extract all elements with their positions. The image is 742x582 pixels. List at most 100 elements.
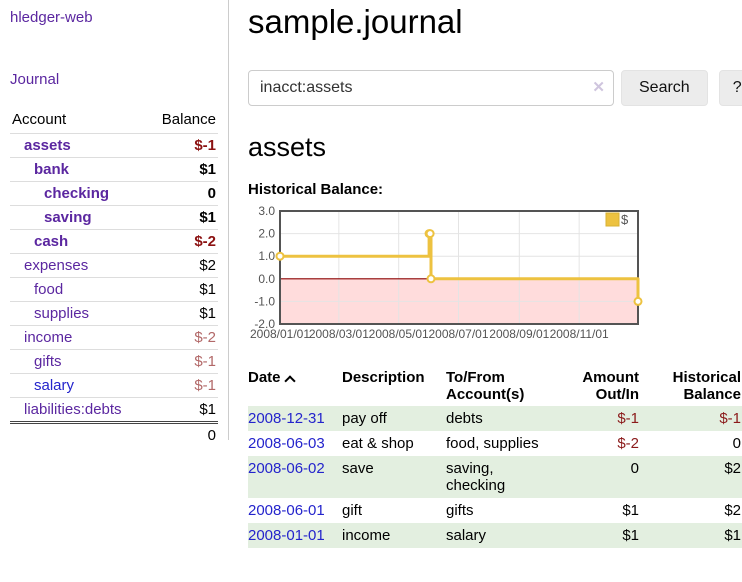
account-balance: $1	[146, 205, 218, 230]
y-tick-label: -1.0	[254, 294, 275, 308]
account-row: liabilities:debts $1	[10, 397, 218, 423]
transaction-amount: $-1	[617, 410, 639, 427]
register-header-balance: Historical Balance	[672, 369, 741, 403]
account-heading: assets	[248, 132, 327, 162]
transaction-date-link[interactable]: 2008-06-03	[248, 435, 325, 452]
account-balance: $1	[146, 157, 218, 182]
account-link-saving[interactable]: saving	[44, 209, 92, 226]
register-header-amount: Amount Out/In	[582, 369, 639, 403]
register-row: 2008-06-03 eat & shop food, supplies $-2…	[248, 431, 742, 456]
transaction-amount: $1	[622, 502, 639, 519]
transaction-accounts: gifts	[446, 502, 474, 519]
register-header-description: Description	[342, 369, 425, 386]
account-balance: $-1	[146, 349, 218, 374]
account-row: expenses $2	[10, 253, 218, 278]
account-link-liabilities-debts[interactable]: liabilities:debts	[24, 401, 122, 418]
register-header-date[interactable]: Date	[248, 366, 342, 406]
account-row: saving $1	[10, 205, 218, 230]
account-link-salary[interactable]: salary	[34, 377, 75, 394]
account-balance: $1	[146, 277, 218, 302]
data-point-marker	[275, 251, 285, 261]
transaction-description: eat & shop	[342, 435, 414, 452]
transaction-balance: $1	[724, 527, 741, 544]
y-tick-label: 3.0	[258, 205, 275, 218]
register-row: 2008-12-31 pay off debts $-1 $-1	[248, 406, 742, 431]
account-link-checking[interactable]: checking	[44, 185, 110, 202]
transaction-accounts: saving, checking	[446, 460, 506, 494]
transaction-accounts: food, supplies	[446, 435, 539, 452]
account-row: food $1	[10, 277, 218, 302]
account-link-gifts[interactable]: gifts	[34, 353, 62, 370]
main-content: sample.journal ✕ Search ? assets Histori…	[248, 0, 742, 548]
transaction-amount: 0	[630, 460, 639, 477]
account-balance: $-1	[146, 373, 218, 398]
x-tick-label: 2008/03/01	[309, 327, 369, 341]
transaction-balance: 0	[732, 435, 741, 452]
sort-ascending-icon	[283, 375, 296, 387]
register-table: Date Description To/From Account(s) Amou…	[248, 366, 742, 548]
account-balance: $-2	[146, 229, 218, 254]
account-link-food[interactable]: food	[34, 281, 64, 298]
account-row: checking 0	[10, 181, 218, 206]
account-link-expenses[interactable]: expenses	[24, 257, 89, 274]
search-help-button[interactable]: ?	[718, 70, 742, 106]
y-tick-label: -2.0	[254, 317, 275, 331]
account-balance: 0	[146, 181, 218, 206]
accounts-total-row: 0	[10, 421, 218, 447]
x-tick-label: 2008/09/01	[489, 327, 549, 341]
page-title: sample.journal	[248, 3, 463, 40]
account-link-cash[interactable]: cash	[34, 233, 69, 250]
data-point-marker	[426, 274, 436, 284]
y-tick-label: 1.0	[258, 249, 275, 263]
x-tick-label: 2008/05/01	[369, 327, 429, 341]
app-brand-link[interactable]: hledger-web	[10, 9, 93, 26]
transaction-balance: $-1	[719, 410, 741, 427]
legend-swatch	[605, 212, 620, 227]
register-row: 2008-06-01 gift gifts $1 $2	[248, 498, 742, 523]
transaction-amount: $-2	[617, 435, 639, 452]
x-tick-label: 2008/07/01	[428, 327, 488, 341]
historical-balance-chart: $3.0 2.0 1.0 0.0 -1.0 -2.02008/01/012008/03/0…	[250, 205, 643, 341]
account-row: supplies $1	[10, 301, 218, 326]
search-button[interactable]: Search	[621, 70, 708, 106]
account-balance: $1	[146, 397, 218, 423]
account-row: bank $1	[10, 157, 218, 182]
register-row: 2008-01-01 income salary $1 $1	[248, 523, 742, 548]
account-link-assets[interactable]: assets	[24, 137, 71, 154]
account-balance: $1	[146, 301, 218, 326]
y-tick-label: 0.0	[258, 272, 275, 286]
account-row: gifts $-1	[10, 349, 218, 374]
account-link-supplies[interactable]: supplies	[34, 305, 90, 322]
transaction-balance: $2	[724, 502, 741, 519]
transaction-description: save	[342, 460, 374, 477]
accounts-table: Account Balance assets $-1 bank $1 check…	[10, 108, 218, 447]
account-link-bank[interactable]: bank	[34, 161, 70, 178]
transaction-balance: $2	[724, 460, 741, 477]
search-form: ✕ Search ?	[248, 70, 742, 106]
clear-search-icon[interactable]: ✕	[592, 79, 605, 96]
sidebar: hledger-web Journal Account Balance asse…	[0, 0, 229, 447]
transaction-date-link[interactable]: 2008-01-01	[248, 527, 325, 544]
account-link-income[interactable]: income	[24, 329, 73, 346]
sidebar-item-journal[interactable]: Journal	[10, 71, 60, 88]
transaction-accounts: debts	[446, 410, 483, 427]
x-tick-label: 2008/11/01	[550, 327, 609, 341]
data-point-marker	[425, 229, 435, 239]
x-tick-label: 2008/01/01	[250, 327, 310, 341]
transaction-date-link[interactable]: 2008-12-31	[248, 410, 325, 427]
transaction-description: gift	[342, 502, 363, 519]
y-tick-label: 2.0	[258, 227, 275, 241]
register-header-accounts: To/From Account(s)	[446, 369, 525, 403]
account-balance: $-1	[146, 133, 218, 158]
search-input[interactable]	[248, 70, 614, 106]
transaction-date-link[interactable]: 2008-06-01	[248, 502, 325, 519]
account-row: assets $-1	[10, 133, 218, 158]
transaction-description: pay off	[342, 410, 387, 427]
account-row: income $-2	[10, 325, 218, 350]
transaction-date-link[interactable]: 2008-06-02	[248, 460, 325, 477]
transaction-amount: $1	[622, 527, 639, 544]
accounts-total-value: 0	[146, 421, 218, 447]
transaction-accounts: salary	[446, 527, 487, 544]
account-row: salary $-1	[10, 373, 218, 398]
